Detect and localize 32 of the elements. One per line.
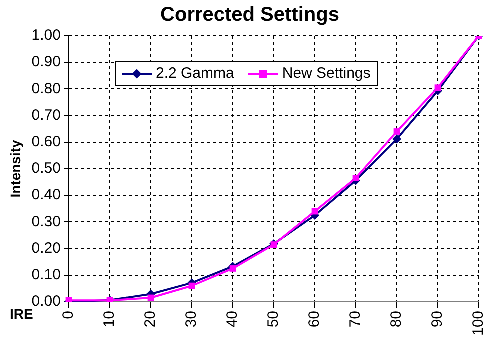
y-tick-label: 0.50 xyxy=(32,160,61,178)
point xyxy=(392,134,402,144)
x-tick-label: 70 xyxy=(347,310,364,328)
x-tick-label: 100 xyxy=(470,310,488,336)
legend-label: New Settings xyxy=(282,65,371,82)
y-tick-label: 1.00 xyxy=(32,27,61,44)
point xyxy=(230,266,236,272)
point xyxy=(394,128,400,135)
y-tick-label: 0.20 xyxy=(32,240,61,257)
x-tick-label: 40 xyxy=(224,310,242,328)
x-tick-label: 10 xyxy=(101,310,118,328)
x-tick-label: 30 xyxy=(183,310,200,328)
x-tick-label: 80 xyxy=(388,310,406,328)
x-axis-title: IRE xyxy=(10,306,34,322)
x-tick-label: 60 xyxy=(306,310,324,328)
point xyxy=(434,84,442,92)
chart-title: Corrected Settings xyxy=(160,4,340,27)
x-tick-label: 0 xyxy=(60,310,78,320)
x-tick-label: 20 xyxy=(142,310,160,328)
legend-label: 2.2 Gamma xyxy=(156,65,234,82)
point xyxy=(352,175,360,182)
y-tick-label: 0.90 xyxy=(32,54,61,71)
x-tick-label: 90 xyxy=(429,310,446,328)
x-tick-label: 50 xyxy=(265,310,282,328)
y-tick-label: 0.80 xyxy=(32,80,61,98)
y-tick-label: 0.30 xyxy=(32,213,61,230)
y-tick-label: 0.10 xyxy=(32,266,61,284)
y-axis-title: Intensity xyxy=(7,140,24,198)
y-tick-label: 0.70 xyxy=(32,106,61,124)
y-tick-label: 0.40 xyxy=(32,186,61,204)
y-tick-label: 0.00 xyxy=(32,293,61,310)
y-tick-label: 0.60 xyxy=(32,134,61,151)
